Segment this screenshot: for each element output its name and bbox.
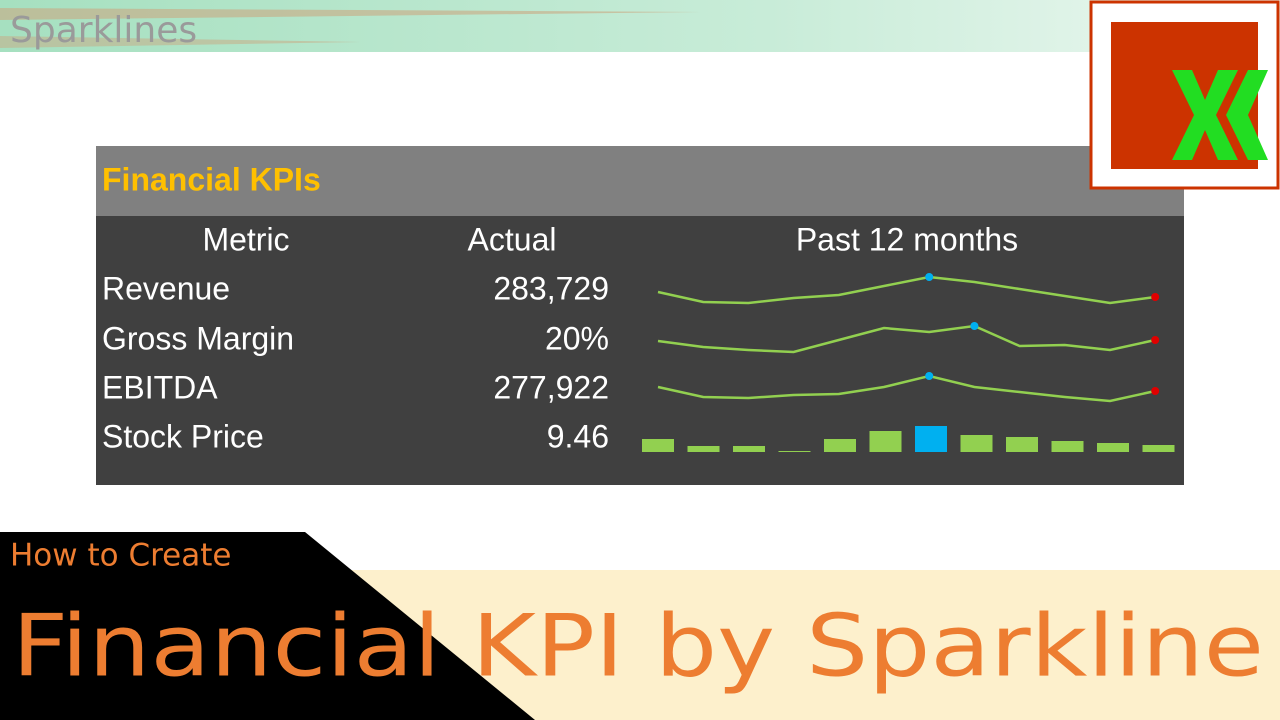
sparkline-bar — [733, 446, 765, 452]
header-title: Sparklines — [10, 10, 197, 51]
column-header: Past 12 months — [796, 221, 1018, 257]
sparkline — [657, 324, 1156, 354]
sparkline-bar — [687, 446, 720, 452]
column-header: Metric — [202, 221, 289, 257]
metric-label: Gross Margin — [102, 320, 294, 356]
metric-label: Stock Price — [102, 418, 264, 454]
column-header: Actual — [468, 221, 557, 257]
logo-chevron — [1226, 70, 1268, 160]
sparkline-bar — [915, 426, 947, 452]
sparkline-bar — [642, 439, 674, 452]
actual-value: 20% — [545, 320, 609, 356]
metric-label: EBITDA — [102, 369, 218, 405]
logo — [1089, 0, 1280, 190]
sparkline-bar — [960, 435, 993, 452]
high-marker — [925, 372, 934, 380]
last-marker — [1151, 293, 1160, 301]
high-marker — [925, 273, 934, 281]
actual-value: 9.46 — [547, 418, 609, 454]
sparkline — [657, 275, 1156, 305]
actual-value: 283,729 — [493, 270, 609, 306]
banner-title: Financial KPI by Sparkline — [12, 596, 1264, 696]
last-marker — [1151, 336, 1160, 344]
last-marker — [1151, 387, 1160, 395]
high-marker — [970, 322, 979, 330]
banner-black — [0, 532, 535, 720]
header-streak — [0, 8, 700, 20]
table-title: Financial KPIs — [102, 161, 321, 197]
sparkline-bar — [1051, 441, 1084, 452]
sparkline-bar — [1142, 445, 1175, 452]
header-streak — [0, 36, 360, 48]
logo-x — [1172, 70, 1238, 160]
sparkline-bar — [1006, 437, 1038, 452]
sparkline-bar — [778, 451, 811, 452]
sparkline — [657, 374, 1156, 403]
sparkline-bar — [869, 431, 902, 452]
metric-label: Revenue — [102, 270, 230, 306]
sparkline-bar — [824, 439, 856, 452]
banner-subtitle: How to Create — [10, 538, 231, 574]
table-body — [96, 216, 1184, 485]
table-title-bar — [96, 146, 1184, 216]
actual-value: 277,922 — [493, 369, 609, 405]
sparkline-bar — [1097, 443, 1129, 452]
